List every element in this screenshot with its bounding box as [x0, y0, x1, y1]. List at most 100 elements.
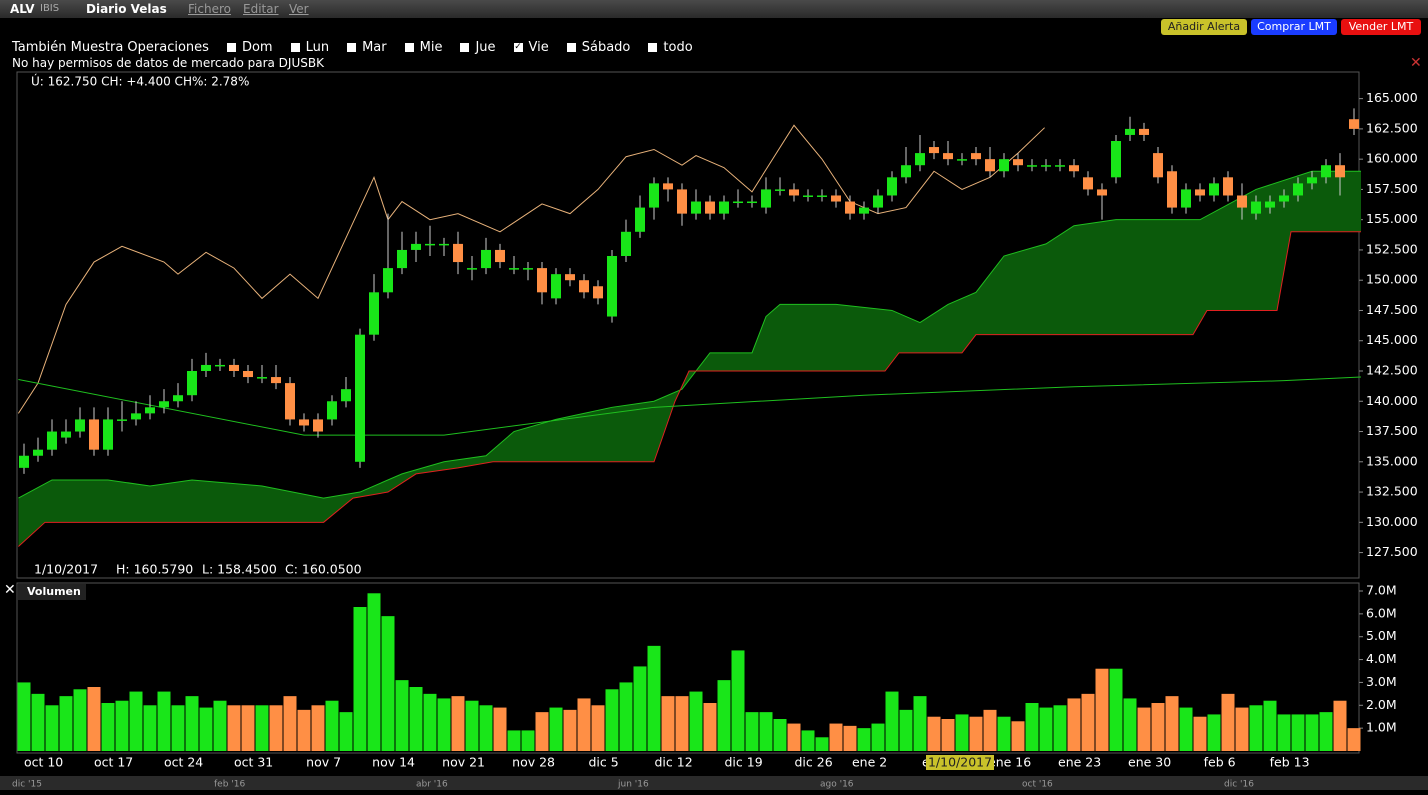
- x-tick-label: feb 13: [1270, 755, 1310, 770]
- x-tick-label: dic 5: [588, 755, 618, 770]
- candle-body: [341, 389, 351, 402]
- candle-body: [33, 449, 43, 456]
- volume-bar: [1291, 714, 1305, 751]
- menu[interactable]: Ver: [289, 2, 309, 16]
- candle-body: [61, 431, 71, 438]
- x-tick-label: nov 21: [442, 755, 485, 770]
- candle-body: [299, 419, 309, 426]
- chart-type[interactable]: Diario Velas: [86, 2, 167, 16]
- checkbox[interactable]: [347, 43, 357, 52]
- x-tick-label: oct 17: [94, 755, 133, 770]
- candle-body: [761, 189, 771, 208]
- volume-bar: [619, 682, 633, 751]
- volume-bar: [801, 730, 815, 751]
- candle-body: [243, 371, 253, 378]
- buy-button[interactable]: Comprar LMT: [1251, 19, 1337, 35]
- y-tick-label: 137.500: [1366, 423, 1418, 438]
- volume-bar: [311, 705, 325, 751]
- cursor-high: H: 160.5790: [116, 562, 193, 577]
- candle-body: [103, 419, 113, 450]
- scrollbar[interactable]: [0, 776, 1428, 790]
- candle-body: [859, 207, 869, 214]
- volume-bar: [731, 650, 745, 751]
- sell-button[interactable]: Vender LMT: [1341, 19, 1421, 35]
- indicator-line: [17, 124, 1045, 414]
- volume-bar: [465, 700, 479, 751]
- volume-bar: [703, 703, 717, 751]
- volume-bar: [227, 705, 241, 751]
- checkbox-label: Mar: [362, 40, 387, 55]
- cursor-label: 1/10/2017: [928, 755, 992, 770]
- volume-bar: [689, 691, 703, 751]
- volume-bar: [339, 712, 353, 751]
- volume-bar: [1193, 716, 1207, 751]
- candle-body: [775, 189, 785, 191]
- volume-bar: [73, 689, 87, 751]
- volume-bar: [829, 723, 843, 751]
- volume-bar: [1137, 707, 1151, 751]
- x-tick-label: nov 14: [372, 755, 415, 770]
- volume-bar: [185, 696, 199, 751]
- cloud: [18, 171, 1361, 547]
- candle-body: [537, 268, 547, 293]
- exchange[interactable]: IBIS: [40, 3, 60, 14]
- candle-body: [817, 195, 827, 197]
- volume-tab: [18, 584, 86, 600]
- symbol[interactable]: ALV: [10, 2, 35, 16]
- candle-body: [131, 413, 141, 420]
- candle-body: [1279, 195, 1289, 202]
- volume-bar: [899, 709, 913, 751]
- menu[interactable]: Editar: [243, 2, 279, 16]
- candle-body: [551, 274, 561, 299]
- volume-panel: [16, 582, 1360, 754]
- checkbox[interactable]: [566, 43, 576, 52]
- candle-body: [271, 377, 281, 384]
- volume-bar: [1039, 707, 1053, 751]
- scroll-label: dic '15: [12, 780, 42, 790]
- x-tick-label: dic 19: [725, 755, 763, 770]
- options-row: También Muestra Operaciones Dom Lun Mar Mie J…: [12, 40, 699, 55]
- x-tick-label: dic 12: [655, 755, 693, 770]
- y-tick-label: 147.500: [1366, 302, 1418, 317]
- checkbox[interactable]: [404, 43, 414, 52]
- checkbox[interactable]: [290, 43, 300, 52]
- checkbox-label: todo: [663, 40, 693, 55]
- candle-body: [845, 201, 855, 214]
- candle-body: [1097, 189, 1107, 196]
- volume-bar: [325, 700, 339, 751]
- close-icon[interactable]: ✕: [4, 582, 16, 598]
- close-icon[interactable]: ✕: [1410, 55, 1422, 71]
- candle-body: [1265, 201, 1275, 208]
- checkbox[interactable]: [226, 43, 236, 52]
- volume-bar: [927, 716, 941, 751]
- volume-bar: [1305, 714, 1319, 751]
- alert-button[interactable]: Añadir Alerta: [1161, 19, 1247, 35]
- x-tick-label: oct 31: [234, 755, 273, 770]
- volume-bar: [843, 725, 857, 751]
- volume-bar: [759, 712, 773, 751]
- checkbox[interactable]: [460, 43, 470, 52]
- candle-body: [201, 364, 211, 371]
- candle-body: [285, 383, 295, 420]
- volume-bar: [549, 707, 563, 751]
- checkbox[interactable]: ✓: [513, 42, 523, 52]
- y-tick-label: 135.000: [1366, 453, 1418, 468]
- candle-body: [635, 207, 645, 232]
- volume-bar: [1123, 698, 1137, 751]
- volume-bar: [591, 705, 605, 751]
- notice: No hay permisos de datos de mercado para…: [12, 56, 324, 70]
- volume-bar: [395, 680, 409, 751]
- volume-bar: [969, 716, 983, 751]
- x-tick-label: ene 2: [852, 755, 887, 770]
- scroll-label: ago '16: [820, 780, 854, 790]
- cursor-close: C: 160.0500: [285, 562, 362, 577]
- y-tick-label: 160.000: [1366, 151, 1418, 166]
- checkbox[interactable]: [648, 43, 658, 52]
- y-tick-label: 2.0M: [1366, 697, 1397, 712]
- cursor-low: L: 158.4500: [202, 562, 277, 577]
- volume-bar: [647, 645, 661, 751]
- menu[interactable]: Fichero: [188, 2, 231, 16]
- candle-body: [1139, 128, 1149, 135]
- candle-body: [19, 455, 29, 468]
- candle-body: [481, 249, 491, 269]
